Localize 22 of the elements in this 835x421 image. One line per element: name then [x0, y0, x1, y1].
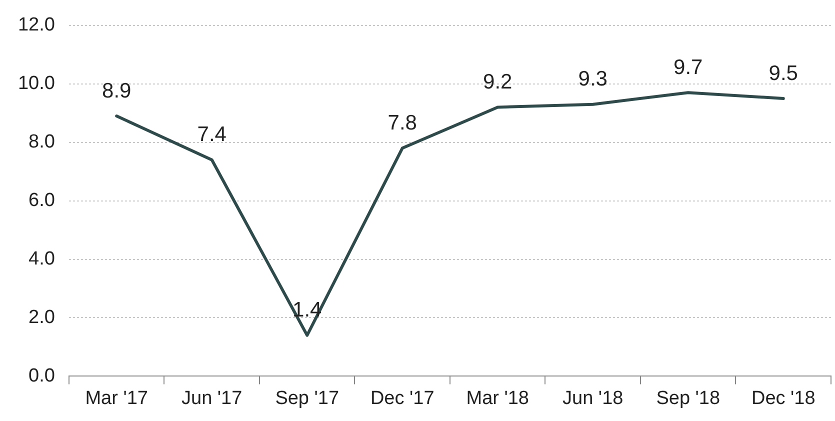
x-tick-label: Sep '18	[656, 388, 720, 409]
data-label: 8.9	[102, 79, 132, 102]
y-tick-label: 2.0	[28, 306, 55, 328]
x-tick-label: Jun '17	[182, 388, 242, 409]
data-label: 9.7	[674, 56, 703, 79]
x-tick-label: Mar '18	[466, 388, 529, 409]
x-tick-label: Dec '18	[751, 388, 816, 409]
x-tick-label: Dec '17	[370, 388, 434, 409]
x-tick-label: Mar '17	[85, 388, 148, 409]
data-label: 9.3	[578, 68, 608, 91]
data-label: 9.5	[768, 62, 798, 85]
x-tick-label: Jun '18	[562, 388, 624, 409]
y-tick-label: 4.0	[28, 248, 55, 270]
y-tick-label: 6.0	[28, 190, 55, 212]
y-tick-label: 12.0	[18, 14, 55, 36]
y-tick-label: 0.0	[28, 365, 55, 386]
x-tick-label: Sep '17	[275, 388, 340, 409]
data-label: 9.2	[483, 70, 512, 94]
y-tick-label: 10.0	[18, 73, 55, 94]
y-tick-label: 8.0	[28, 132, 55, 153]
data-label: 7.4	[197, 123, 227, 146]
data-label: 7.8	[388, 111, 417, 134]
